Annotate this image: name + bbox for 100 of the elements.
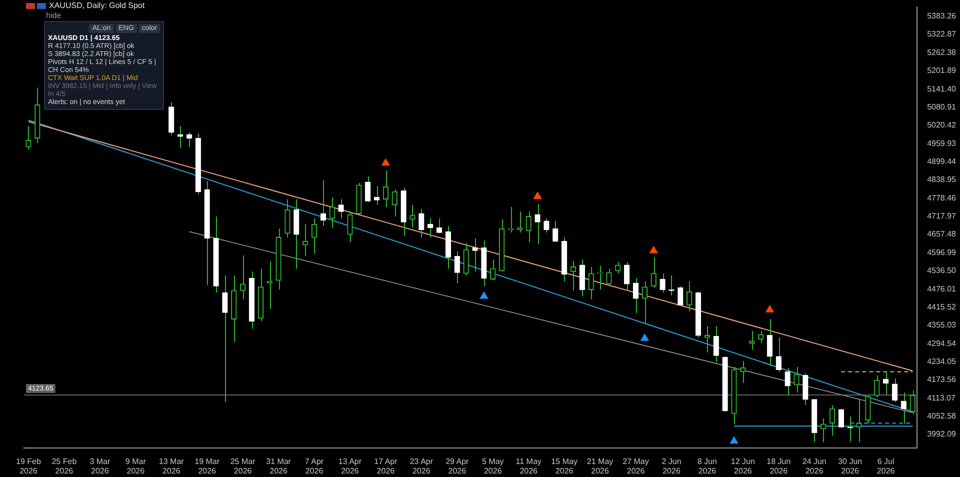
candlestick [776, 336, 782, 372]
y-tick-label: 4717.97 [927, 212, 957, 221]
candlestick [526, 211, 532, 243]
candlestick [838, 408, 844, 428]
y-tick-label: 4052.58 [927, 412, 957, 421]
x-tick-label: 29 Apr 2026 [446, 456, 470, 476]
candlestick [820, 418, 826, 443]
y-tick-label: 4899.44 [927, 156, 957, 166]
y-tick-label: 5322.87 [927, 30, 957, 39]
candlestick [392, 189, 398, 217]
candlestick [311, 218, 318, 254]
y-tick-label: 5020.42 [927, 120, 957, 130]
x-tick-label: 9 Mar 2026 [125, 456, 146, 476]
candlestick [632, 278, 639, 314]
candlestick [294, 198, 300, 270]
x-tick-label: 30 Jun 2026 [838, 456, 862, 476]
candlestick [544, 218, 550, 234]
candlestick [713, 326, 719, 363]
candlestick [624, 262, 630, 292]
candlestick [882, 371, 889, 396]
x-tick-label: 13 Apr 2026 [338, 456, 362, 476]
x-tick-label: 8 Jun 2026 [697, 456, 717, 476]
candlestick [347, 211, 353, 243]
y-tick-label: 4294.54 [927, 338, 957, 348]
x-tick-label: 11 May 2026 [516, 456, 542, 476]
candlestick [222, 275, 228, 403]
x-tick-label: 13 Mar 2026 [158, 456, 184, 476]
candlestick [534, 204, 540, 244]
x-tick-label: 7 Apr 2026 [304, 456, 324, 476]
x-tick-label: 31 Mar 2026 [266, 456, 292, 476]
x-tick-label: 17 Apr 2026 [374, 456, 398, 476]
candlestick [642, 280, 648, 324]
candlestick [186, 132, 192, 148]
y-tick-label: 3992.09 [927, 430, 957, 439]
candlestick [365, 176, 371, 203]
y-tick-label: 4113.07 [927, 393, 956, 402]
y-tick-label: 4355.03 [927, 320, 957, 330]
y-tick-label: 5141.40 [927, 84, 957, 94]
x-tick-label: 18 Jun 2026 [766, 456, 791, 476]
candlestick [892, 378, 898, 403]
y-tick-label: 4476.01 [927, 284, 957, 294]
candlestick [410, 204, 416, 228]
candlestick [660, 272, 666, 294]
candlestick [490, 258, 496, 281]
chart-title: XAUUSD, Daily: Gold Spot [49, 1, 145, 10]
candlestick [650, 256, 656, 288]
x-tick-label: 5 May 2026 [482, 456, 504, 476]
point [640, 334, 649, 341]
x-tick-label: 3 Mar 2026 [90, 456, 110, 476]
candlestick [597, 265, 603, 290]
y-tick-label: 4173.56 [927, 375, 957, 384]
candlestick [784, 367, 790, 396]
candlestick [802, 373, 808, 406]
candlestick [856, 398, 862, 443]
candlestick [579, 258, 586, 297]
candlestick [26, 125, 32, 150]
x-tick-label: 19 Mar 2026 [194, 456, 220, 476]
candlestick [910, 390, 916, 415]
candlestick [463, 242, 469, 276]
candlestick [900, 392, 907, 425]
y-tick-label: 4959.93 [927, 138, 957, 148]
candlestick [177, 125, 184, 148]
candlestick [678, 286, 684, 306]
x-tick-label: 25 Feb 2026 [52, 456, 78, 476]
x-tick-label: 27 May 2026 [622, 456, 649, 476]
candlestick [338, 198, 344, 219]
y-tick-label: 4234.05 [927, 357, 957, 366]
x-tick-label: 6 Jul 2026 [876, 456, 896, 476]
candlestick [284, 198, 290, 238]
x-tick-label: 15 May 2026 [551, 456, 578, 476]
y-tick-label: 4657.48 [927, 230, 957, 239]
candlestick [588, 266, 594, 300]
candlestick [766, 318, 773, 367]
x-tick-label: 19 Feb 2026 [16, 456, 42, 476]
y-tick-label: 4596.99 [927, 248, 957, 257]
y-tick-label: 4838.95 [927, 175, 957, 184]
point [730, 436, 738, 444]
candlestick [794, 366, 800, 393]
candlestick [240, 254, 246, 300]
candlestick [472, 238, 478, 272]
x-tick-label: 12 Jun 2026 [730, 456, 755, 476]
point [382, 158, 390, 166]
candlestick [418, 208, 424, 238]
candlestick [374, 185, 380, 206]
candlestick [552, 220, 558, 243]
point [650, 246, 658, 254]
x-tick-label: 2 Jun 2026 [662, 456, 682, 476]
candlestick [829, 404, 836, 436]
y-tick-label: 4415.52 [927, 302, 957, 312]
candlestick [686, 280, 692, 312]
candlestick [847, 416, 853, 443]
candlestick [704, 326, 710, 354]
point [534, 192, 542, 199]
x-tick-label: 21 May 2026 [586, 456, 614, 476]
point [480, 292, 488, 299]
y-tick-label: 5080.91 [927, 102, 957, 112]
y-tick-label: 5201.89 [927, 66, 957, 76]
y-tick-label: 5383.26 [927, 12, 957, 21]
candlestick [615, 262, 621, 274]
x-tick-label: 24 Jun 2026 [802, 456, 826, 476]
